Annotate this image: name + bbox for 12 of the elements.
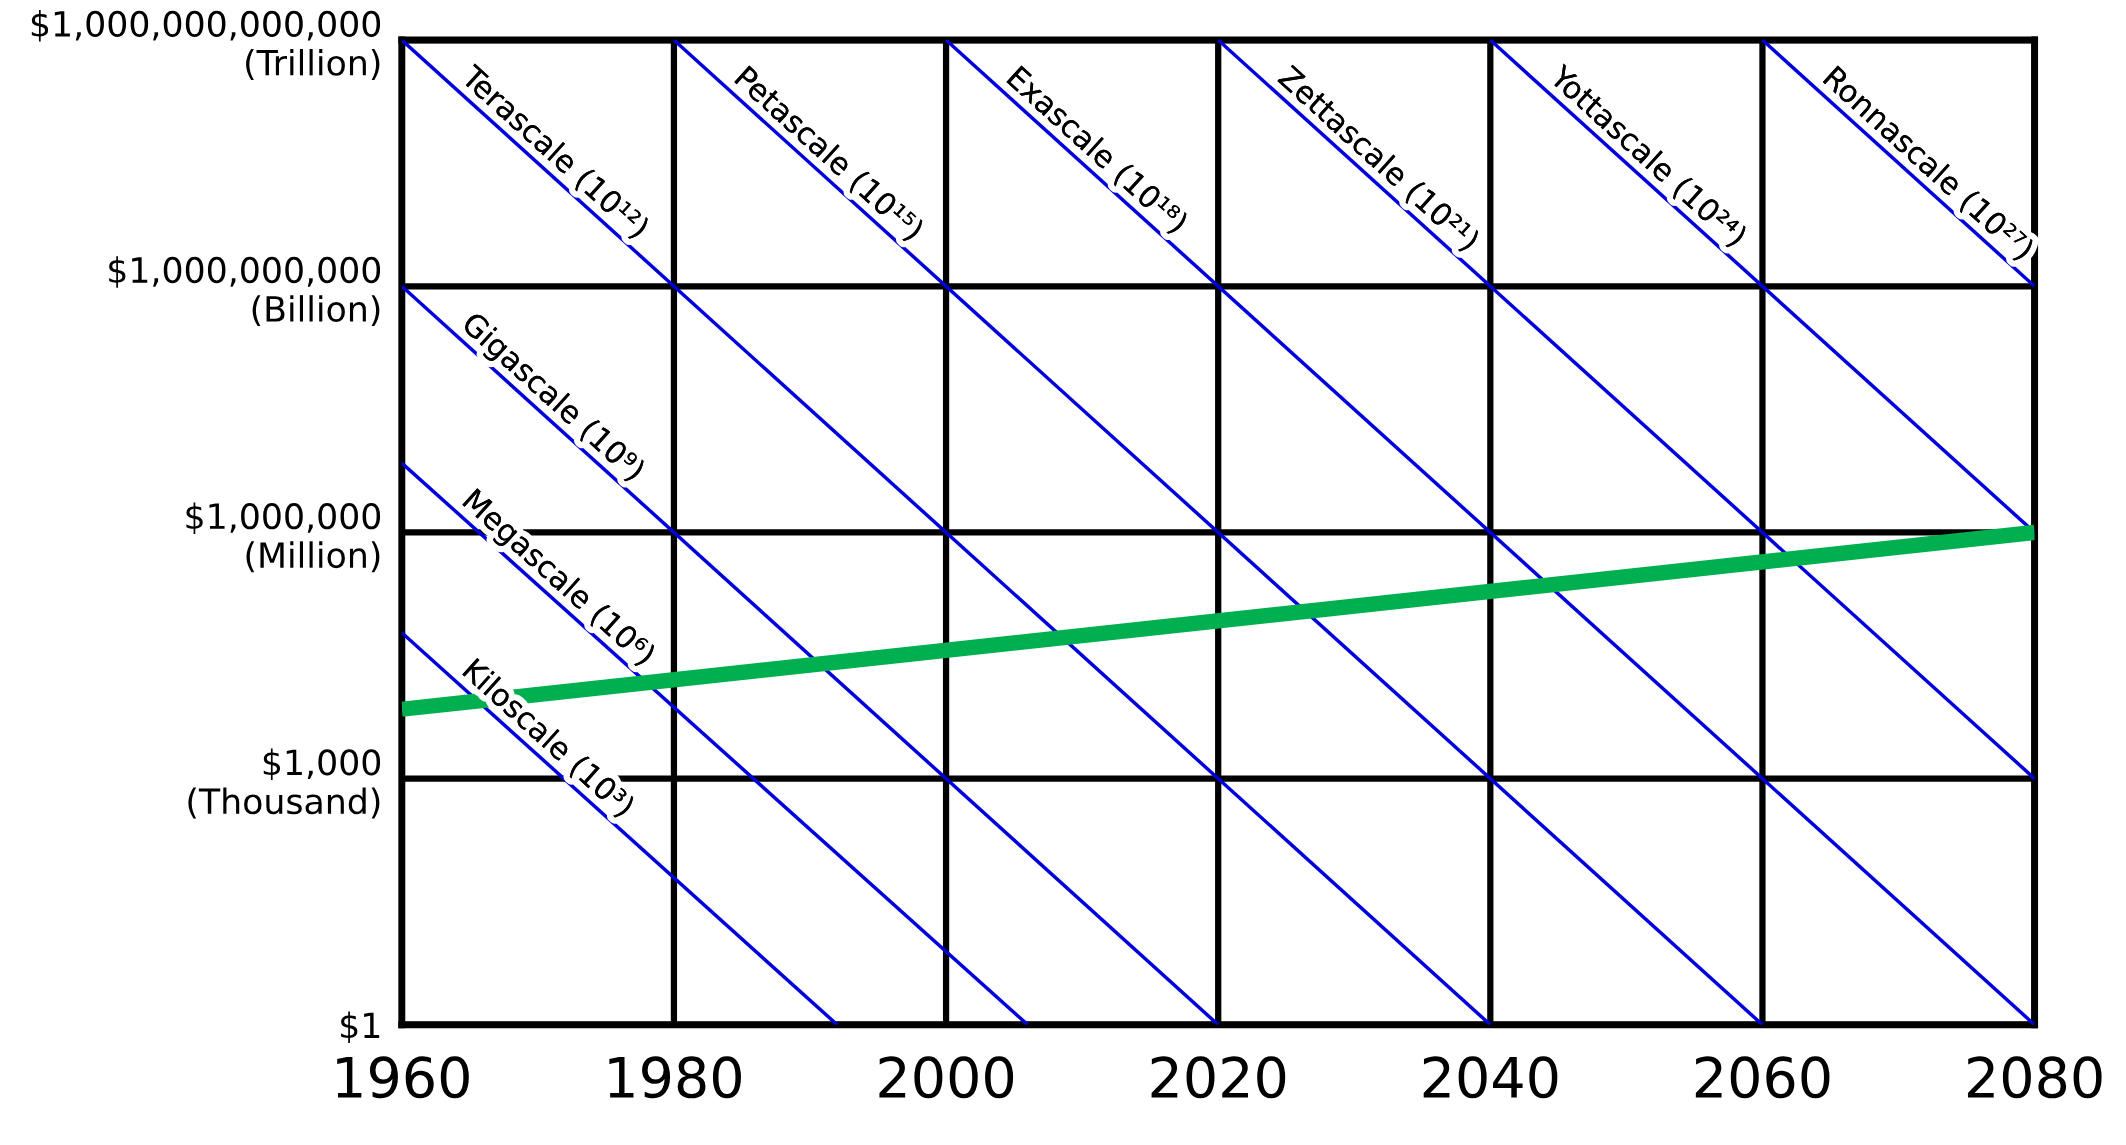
x-tick-label: 2040 xyxy=(1423,1056,1558,1099)
x-tick-label: 1980 xyxy=(609,1056,741,1099)
y-tick-label: $1,000,000 (Million) xyxy=(186,502,381,573)
y-tick-label: $1,000 (Thousand) xyxy=(188,748,381,819)
y-tick-label: $1,000,000,000 (Billion) xyxy=(109,256,381,327)
x-tick-label: 2000 xyxy=(879,1056,1014,1099)
x-tick-label: 1960 xyxy=(337,1056,469,1099)
x-tick-label: 2060 xyxy=(1695,1056,1830,1099)
x-tick-label: 2020 xyxy=(1151,1056,1286,1099)
y-tick-label: $1 xyxy=(341,1011,380,1044)
x-tick-label: 2080 xyxy=(1967,1056,2102,1099)
y-tick-label: $1,000,000,000,000 (Trillion) xyxy=(31,10,381,80)
